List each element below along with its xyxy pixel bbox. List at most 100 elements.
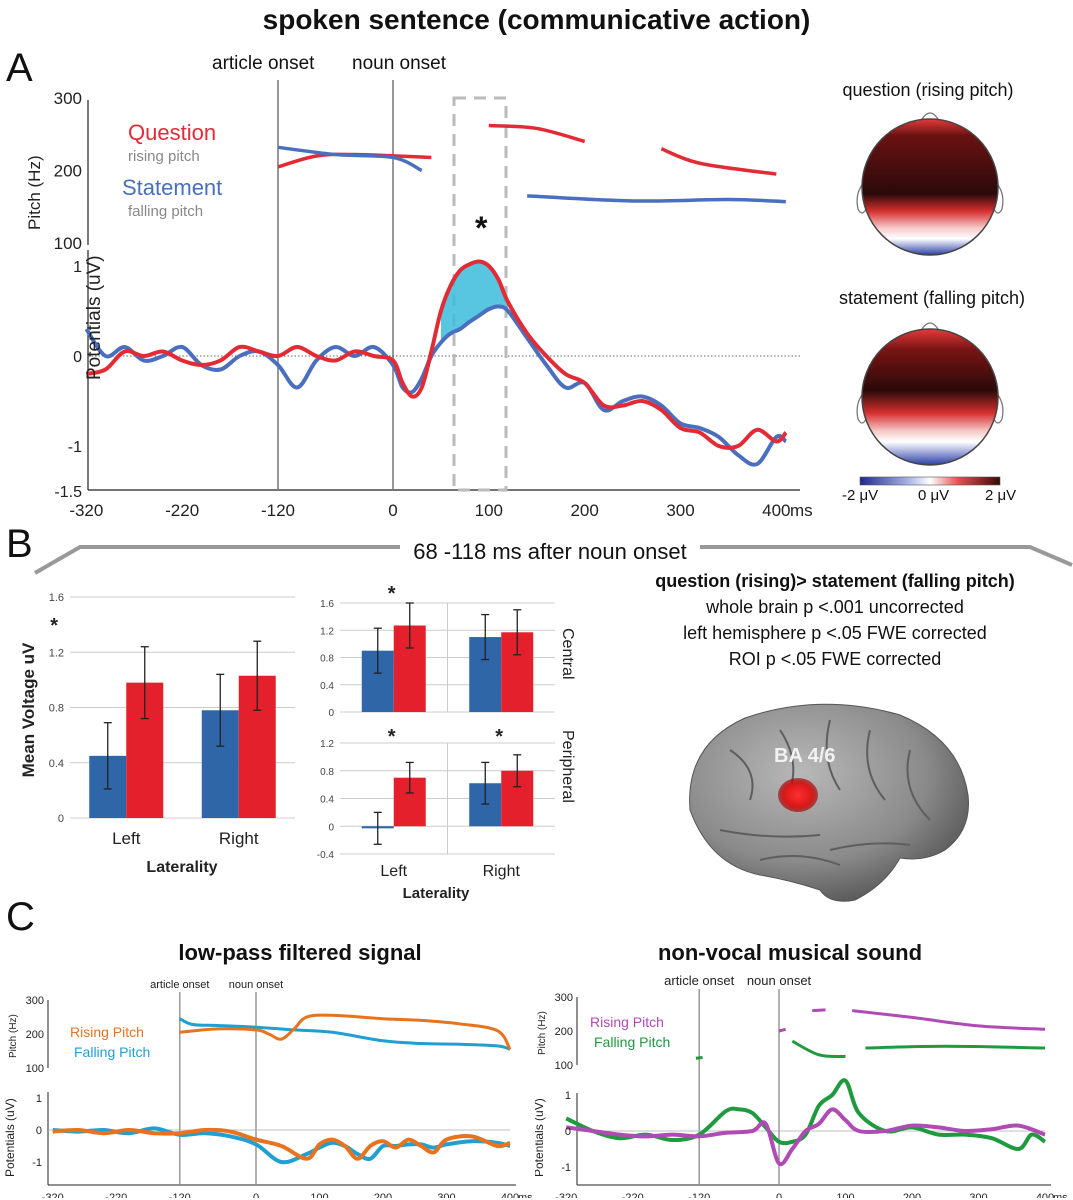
potential-tick-label: 1 <box>73 259 82 276</box>
x-tick-label: 300 <box>437 1192 455 1198</box>
noun-onset-label: noun onset <box>747 975 812 988</box>
pitch-tick-label: 200 <box>54 162 82 181</box>
pitch-tick-label: 100 <box>26 1063 44 1075</box>
topo-question-title: question (rising pitch) <box>842 80 1014 100</box>
musical-title: non-vocal musical sound <box>657 940 923 965</box>
noun-onset-label: noun onset <box>229 980 283 991</box>
article-onset-label: article onset <box>212 53 315 74</box>
pitch-tick-label: 200 <box>555 1026 573 1038</box>
x-tick-label: -320 <box>42 1192 64 1198</box>
potential-tick-label: -1 <box>68 439 82 456</box>
stats-block: question (rising)> statement (falling pi… <box>600 568 1070 672</box>
rising-erp-line <box>565 1107 1046 1167</box>
figure-title: spoken sentence (communicative action) <box>262 4 811 35</box>
stats-heading: question (rising)> statement (falling pi… <box>655 571 1015 591</box>
legend-statement-sub: falling pitch <box>128 203 204 220</box>
potential-tick-label: -1 <box>32 1157 42 1169</box>
legend-rising: Rising Pitch <box>70 1024 144 1040</box>
legend-statement: Statement <box>122 175 223 200</box>
window-bracket <box>33 545 1073 575</box>
brain-region-label: BA 4/6 <box>774 745 836 767</box>
x-tick-label: -320 <box>69 501 103 520</box>
potential-tick-label: 1 <box>565 1090 571 1102</box>
x-tick-label: 300 <box>666 501 694 520</box>
x-tick-label: -120 <box>688 1192 710 1198</box>
question-erp-line <box>85 259 788 450</box>
pitch-tick-label: 100 <box>555 1060 573 1072</box>
potential-tick-label: 0 <box>565 1126 571 1138</box>
y-axis-label: Mean Voltage uV <box>19 642 38 777</box>
potential-axis-label: Potentials (uV) <box>535 1098 546 1177</box>
x-axis-label: Laterality <box>146 859 217 876</box>
rising-pitch-line-2 <box>851 1009 1046 1031</box>
falling-pitch-line-2 <box>865 1044 1046 1050</box>
pitch-tick-label: 300 <box>555 992 573 1004</box>
y-tick-label: 0 <box>58 813 64 825</box>
y-tick-label: 1.2 <box>320 739 334 750</box>
erp-chart-a: -320 -220 -120 0 100 200 300 400 ms 100 200 300 1 0 -1… <box>25 80 813 520</box>
legend-rising: Rising Pitch <box>590 1014 664 1030</box>
potential-tick-label: 1 <box>36 1093 42 1105</box>
y-tick-label: 0.4 <box>320 795 334 806</box>
y-tick-label: 0.8 <box>49 703 64 715</box>
x-tick-label: -220 <box>165 501 199 520</box>
x-tick-label: -120 <box>261 501 295 520</box>
x-tick-label: 0 <box>253 1192 259 1198</box>
significance-star: * <box>50 615 58 637</box>
y-tick-label: 1.6 <box>49 592 64 604</box>
y-tick-label: -0.4 <box>317 850 335 861</box>
significance-star: * <box>388 583 396 605</box>
falling-pitch-line-1 <box>791 1039 846 1059</box>
rising-pitch-line-1 <box>812 1008 826 1013</box>
category-label: Left <box>380 863 407 880</box>
x-tick-label: 100 <box>310 1192 328 1198</box>
x-tick-label: 200 <box>374 1192 392 1198</box>
scale-mid-label: 0 μV <box>918 487 950 504</box>
y-tick-label: 0.4 <box>49 758 64 770</box>
x-tick-label: 0 <box>388 501 397 520</box>
pitch-axis-label: Pitch (Hz) <box>8 1014 19 1058</box>
falling-pitch-line-0 <box>695 1056 703 1060</box>
erp-chart-lowpass: article onset noun onset Rising Pitch Falli… <box>3 980 533 1198</box>
potential-tick-label: -1.5 <box>54 484 82 501</box>
x-tick-label: -220 <box>622 1192 644 1198</box>
x-axis-unit: ms <box>1053 1192 1068 1198</box>
y-tick-label: 1.6 <box>320 599 334 610</box>
x-tick-label: 200 <box>570 501 598 520</box>
stats-line-1: whole brain p <.001 uncorrected <box>706 597 964 617</box>
x-tick-label: -120 <box>169 1192 191 1198</box>
topo-question-head <box>856 112 1004 256</box>
statement-pitch-segment-0 <box>277 145 423 173</box>
statement-pitch-segment-1 <box>527 194 786 204</box>
brain-render: BA 4/6 <box>689 703 970 902</box>
y-tick-label: 1.2 <box>320 626 334 637</box>
article-onset-label: article onset <box>664 975 734 988</box>
roi-blob <box>778 778 818 812</box>
x-tick-label: 400 <box>762 501 790 520</box>
x-axis-unit: ms <box>518 1192 533 1198</box>
x-tick-label: -320 <box>555 1192 577 1198</box>
color-scale-bar <box>859 476 1001 486</box>
panel-label-b: B <box>6 522 33 566</box>
potential-tick-label: 0 <box>36 1125 42 1137</box>
stats-line-2: left hemisphere p <.05 FWE corrected <box>683 623 987 643</box>
erp-chart-musical: article onset noun onset Rising Pitch Falli… <box>535 975 1068 1198</box>
x-tick-label: 400 <box>501 1192 519 1198</box>
lowpass-title: low-pass filtered signal <box>178 940 422 965</box>
potential-axis-label: Potentials (uV) <box>3 1098 17 1177</box>
x-tick-label: 400 <box>1036 1192 1054 1198</box>
stats-line-3: ROI p <.05 FWE corrected <box>728 649 942 669</box>
x-tick-label: 300 <box>969 1192 987 1198</box>
significance-star-a: * <box>475 210 488 246</box>
rising-erp-line <box>52 1127 511 1161</box>
potential-tick-label: -1 <box>561 1162 571 1174</box>
topo-statement-title: statement (falling pitch) <box>838 288 1026 308</box>
rising-pitch-line <box>179 1013 512 1051</box>
y-tick-label: 0.8 <box>320 767 334 778</box>
window-label: 68 -118 ms after noun onset <box>413 539 687 564</box>
x-tick-label: 100 <box>836 1192 854 1198</box>
y-tick-label: 0.8 <box>320 654 334 665</box>
falling-pitch-line <box>179 1017 511 1051</box>
pitch-tick-label: 300 <box>54 89 82 108</box>
difference-area <box>440 261 508 343</box>
